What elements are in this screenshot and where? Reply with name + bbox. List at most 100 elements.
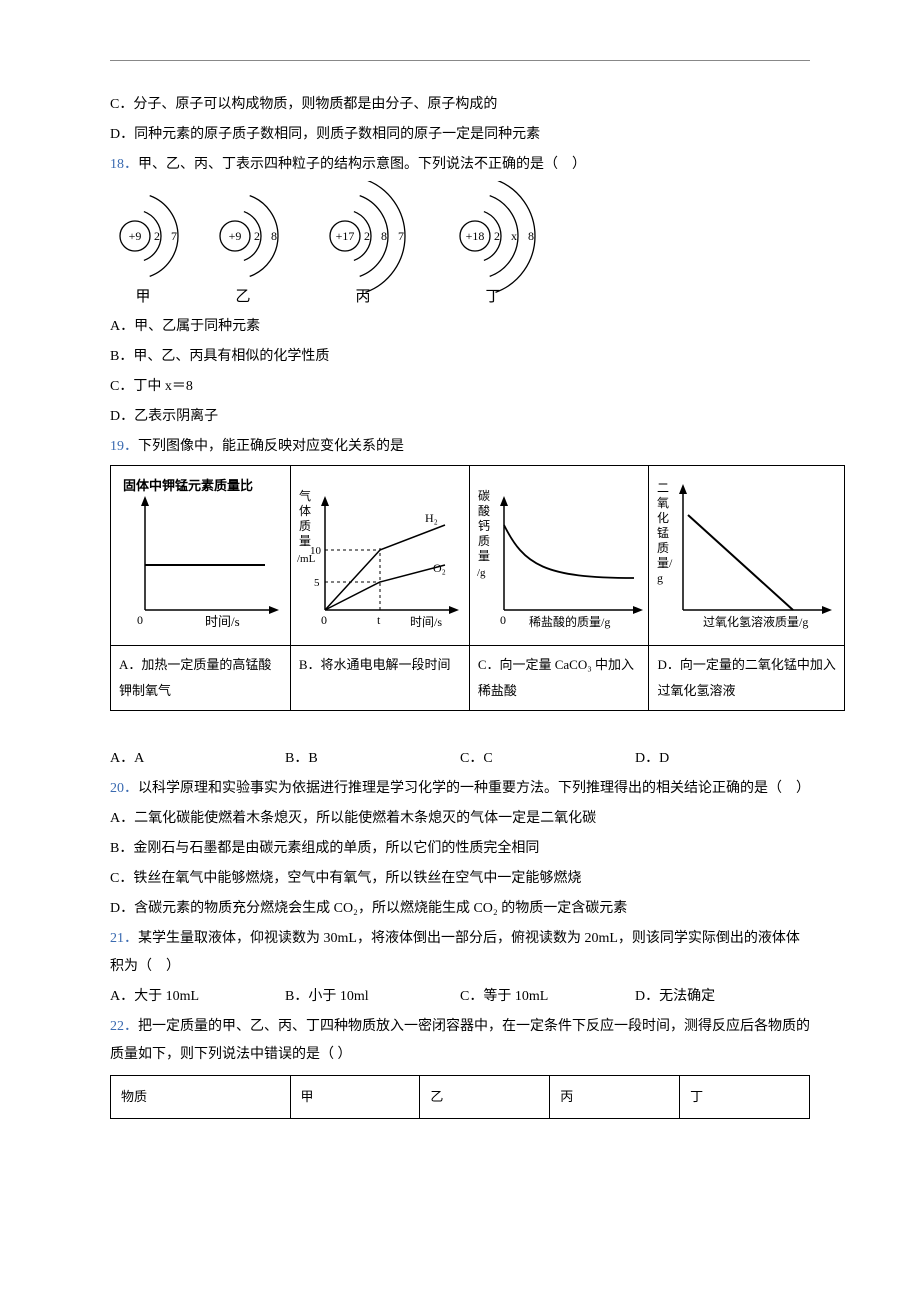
svg-text:2: 2 — [494, 229, 500, 243]
q22-table: 物质 甲 乙 丙 丁 — [110, 1075, 810, 1119]
svg-text:二: 二 — [657, 481, 669, 495]
q20-opt-c: C．铁丝在氧气中能够燃烧，空气中有氧气，所以铁丝在空气中一定能够燃烧 — [110, 865, 810, 893]
svg-text:2: 2 — [364, 229, 370, 243]
chart-b-yl1: 气 — [299, 488, 311, 503]
svg-text:甲: 甲 — [135, 289, 150, 305]
q22-th-3: 丙 — [550, 1076, 680, 1119]
q18-number: 18． — [110, 157, 138, 172]
chart-b-caption: B．将水通电电解一段时间 — [290, 646, 469, 711]
svg-text:0: 0 — [321, 613, 327, 627]
svg-text:+17: +17 — [336, 229, 355, 243]
q19-ans-a: A．A — [110, 745, 285, 773]
pre-option-d: D．同种元素的原子质子数相同，则质子数相同的原子一定是同种元素 — [110, 121, 810, 149]
svg-text:8: 8 — [381, 229, 387, 243]
svg-text:锰: 锰 — [657, 525, 669, 540]
chart-c-svg: 碳 酸 钙 质 量 /g 0 稀盐酸的质量/g — [474, 470, 644, 640]
q21-opt-d: D．无法确定 — [635, 983, 810, 1011]
q19-stem: 19．下列图像中，能正确反映对应变化关系的是 — [110, 433, 810, 461]
svg-text:8: 8 — [271, 229, 277, 243]
chart-a-cell: 固体中钾锰元素质量比 0 时间/s — [111, 466, 291, 646]
q21-opt-b: B．小于 10ml — [285, 983, 460, 1011]
svg-text:2: 2 — [154, 229, 160, 243]
svg-text:0: 0 — [500, 613, 506, 627]
q18-stem: 18．甲、乙、丙、丁表示四种粒子的结构示意图。下列说法不正确的是（ ） — [110, 151, 810, 179]
q18-opt-a: A．甲、乙属于同种元素 — [110, 313, 810, 341]
svg-text:质: 质 — [657, 541, 669, 555]
svg-text:7: 7 — [171, 229, 177, 243]
q22-th-2: 乙 — [420, 1076, 550, 1119]
q21-stem: 21．某学生量取液体，仰视读数为 30mL，将液体倒出一部分后，俯视读数为 20… — [110, 925, 810, 981]
q18-stem-text: 甲、乙、丙、丁表示四种粒子的结构示意图。下列说法不正确的是（ ） — [138, 157, 586, 172]
q19-ans-c: C．C — [460, 745, 635, 773]
q18-diagram: +927甲+928乙+17287丙+182x8丁 — [110, 181, 810, 311]
top-rule — [110, 60, 810, 61]
chart-b-tick5: 5 — [314, 577, 320, 589]
svg-text:8: 8 — [528, 229, 534, 243]
svg-text:质: 质 — [299, 519, 311, 533]
chart-b-o2: O₂ — [433, 561, 446, 575]
q20-opt-b: B．金刚石与石墨都是由碳元素组成的单质，所以它们的性质完全相同 — [110, 835, 810, 863]
q20-stem-text: 以科学原理和实验事实为依据进行推理是学习化学的一种重要方法。下列推理得出的相关结… — [138, 781, 810, 796]
q18-opt-c: C．丁中 x＝8 — [110, 373, 810, 401]
q22-stem-text: 把一定质量的甲、乙、丙、丁四种物质放入一密闭容器中，在一定条件下反应一段时间，测… — [110, 1019, 810, 1062]
svg-text:钙: 钙 — [478, 519, 490, 533]
chart-a-origin: 0 — [137, 613, 143, 627]
q18-opt-b: B．甲、乙、丙具有相似的化学性质 — [110, 343, 810, 371]
svg-text:/g: /g — [477, 567, 486, 579]
q20-opt-a: A．二氧化碳能使燃着木条熄灭，所以能使燃着木条熄灭的气体一定是二氧化碳 — [110, 805, 810, 833]
svg-text:碳: 碳 — [478, 489, 490, 503]
chart-d-cell: 二 氧 化 锰 质 量/ g 过氧化氢溶液质量/g — [649, 466, 845, 646]
q21-opts: A．大于 10mL B．小于 10ml C．等于 10mL D．无法确定 — [110, 983, 810, 1011]
svg-text:量: 量 — [478, 549, 490, 563]
q22-number: 22． — [110, 1019, 138, 1034]
chart-d-caption: D．向一定量的二氧化锰中加入过氧化氢溶液 — [649, 646, 845, 711]
q21-opt-c: C．等于 10mL — [460, 983, 635, 1011]
q18-opt-d: D．乙表示阴离子 — [110, 403, 810, 431]
chart-b-h2: H₂ — [425, 511, 438, 525]
svg-text:乙: 乙 — [235, 289, 250, 305]
svg-text:x: x — [511, 229, 517, 243]
q19-ans-b: B．B — [285, 745, 460, 773]
svg-text:酸: 酸 — [478, 503, 490, 518]
q19-number: 19． — [110, 439, 138, 454]
svg-text:+9: +9 — [129, 229, 142, 243]
q22-th-0: 物质 — [111, 1076, 291, 1119]
svg-text:化: 化 — [657, 511, 669, 525]
chart-b-xlabel: 时间/s — [410, 615, 442, 629]
chart-a-xlabel: 时间/s — [205, 614, 240, 629]
q22-th-4: 丁 — [680, 1076, 810, 1119]
svg-text:量/: 量/ — [657, 556, 673, 570]
q20-stem: 20．以科学原理和实验事实为依据进行推理是学习化学的一种重要方法。下列推理得出的… — [110, 775, 810, 803]
chart-c-xlabel: 稀盐酸的质量/g — [529, 614, 610, 629]
svg-text:体: 体 — [299, 504, 311, 518]
chart-a-caption: A．加热一定质量的高锰酸钾制氧气 — [111, 646, 291, 711]
q19-chart-table: 固体中钾锰元素质量比 0 时间/s 气 体 质 量 /mL 1 — [110, 465, 845, 711]
q21-stem-text: 某学生量取液体，仰视读数为 30mL，将液体倒出一部分后，俯视读数为 20mL，… — [110, 931, 800, 974]
q21-number: 21． — [110, 931, 138, 946]
q19-stem-text: 下列图像中，能正确反映对应变化关系的是 — [138, 439, 404, 454]
svg-text:+9: +9 — [229, 229, 242, 243]
q22-stem: 22．把一定质量的甲、乙、丙、丁四种物质放入一密闭容器中，在一定条件下反应一段时… — [110, 1013, 810, 1069]
atom-diagram-svg: +927甲+928乙+17287丙+182x8丁 — [110, 181, 590, 311]
chart-b-svg: 气 体 质 量 /mL 10 5 H₂ O₂ 0 t 时间/s — [295, 470, 465, 640]
svg-text:g: g — [657, 571, 663, 585]
q21-opt-a: A．大于 10mL — [110, 983, 285, 1011]
chart-c-cell: 碳 酸 钙 质 量 /g 0 稀盐酸的质量/g — [469, 466, 649, 646]
q20-opt-d: D．含碳元素的物质充分燃烧会生成 CO₂，所以燃烧能生成 CO₂ 的物质一定含碳… — [110, 895, 810, 923]
q19-ans-d: D．D — [635, 745, 810, 773]
q20-number: 20． — [110, 781, 138, 796]
svg-text:+18: +18 — [466, 229, 485, 243]
q22-th-1: 甲 — [290, 1076, 420, 1119]
pre-option-c: C．分子、原子可以构成物质，则物质都是由分子、原子构成的 — [110, 91, 810, 119]
svg-text:丁: 丁 — [485, 289, 500, 305]
chart-b-tick10: 10 — [310, 545, 322, 557]
svg-text:2: 2 — [254, 229, 260, 243]
chart-c-caption: C．向一定量 CaCO₃ 中加入稀盐酸 — [469, 646, 649, 711]
chart-a-svg: 固体中钾锰元素质量比 0 时间/s — [115, 470, 285, 640]
q19-answer-row: A．A B．B C．C D．D — [110, 745, 810, 773]
chart-d-xlabel: 过氧化氢溶液质量/g — [703, 614, 808, 629]
chart-b-xt: t — [377, 613, 381, 627]
svg-text:7: 7 — [398, 229, 404, 243]
chart-b-cell: 气 体 质 量 /mL 10 5 H₂ O₂ 0 t 时间/s — [290, 466, 469, 646]
svg-text:氧: 氧 — [657, 496, 669, 510]
